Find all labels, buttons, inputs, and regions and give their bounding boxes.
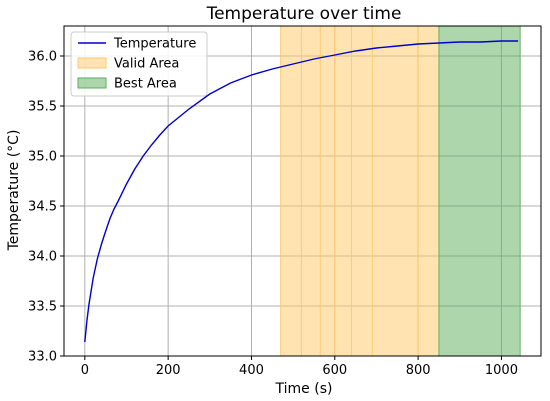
region-best-area: [438, 25, 521, 357]
y-axis-label: Temperature (°C): [6, 130, 22, 252]
x-tick-label: 0: [81, 363, 89, 378]
x-tick-label: 1000: [485, 363, 518, 378]
y-tick-label: 33.0: [28, 350, 57, 365]
y-tick-label: 33.5: [28, 300, 57, 315]
region-valid-area: [280, 25, 440, 357]
legend: Temperature Valid Area Best Area: [70, 31, 208, 97]
axes-frame: [63, 25, 542, 357]
chart-title: Temperature over time: [206, 4, 402, 24]
legend-label-valid-area: Valid Area: [114, 57, 179, 72]
plot-area: 0 200 400 600 800 1000 33.0 33.5 34.0 34.5 35.0 35.…: [28, 25, 542, 378]
legend-swatch-best-area: [77, 77, 107, 89]
x-tick-label: 800: [406, 363, 431, 378]
x-axis-label: Time (s): [275, 381, 333, 397]
legend-swatch-valid-area: [77, 57, 107, 69]
y-tick-label: 36.0: [28, 50, 57, 65]
y-tick-label: 34.0: [28, 250, 57, 265]
y-tick-label: 34.5: [28, 200, 57, 215]
y-tick-label: 35.5: [28, 100, 57, 115]
legend-label-best-area: Best Area: [114, 77, 177, 92]
y-tick-label: 35.0: [28, 150, 57, 165]
x-tick-label: 200: [156, 363, 181, 378]
x-tick-label: 600: [322, 363, 347, 378]
x-tick-label: 400: [239, 363, 264, 378]
series-line-temperature: [84, 40, 519, 343]
legend-label-temperature: Temperature: [113, 37, 196, 52]
